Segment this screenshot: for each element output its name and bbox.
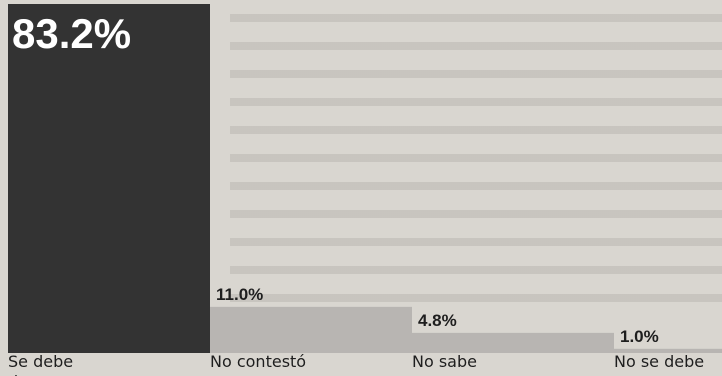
background-newsprint [230,0,722,320]
category-label-3-0: No se debe [614,352,704,371]
bar-1 [210,306,412,353]
data-label-1: 11.0% [216,285,263,304]
category-label-0-1: de reconocer [8,372,113,376]
data-label-2: 4.8% [418,311,457,330]
category-label-1-0: No contestó [210,352,306,371]
bar-0 [8,4,210,353]
category-label-0-0: Se debe [8,352,73,371]
category-label-2-0: No sabe [412,352,477,371]
data-label-3: 1.0% [620,327,659,346]
bar-2 [412,332,614,353]
category-label-3-1: reconocer [614,372,694,376]
bar-3 [614,348,722,353]
data-label-0: 83.2% [12,10,131,57]
